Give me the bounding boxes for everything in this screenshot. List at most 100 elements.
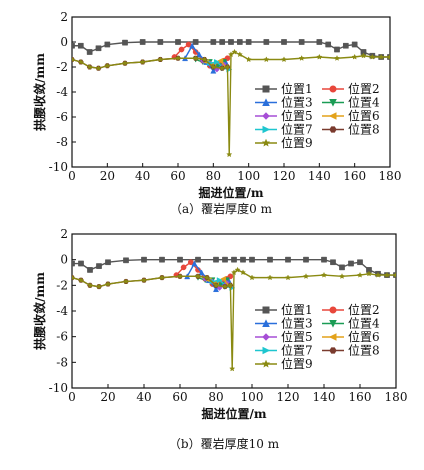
legend-label: 位置4 bbox=[348, 316, 380, 331]
y-tick-label: -4 bbox=[56, 85, 68, 99]
data-point bbox=[230, 269, 238, 276]
legend-marker bbox=[262, 319, 270, 327]
x-axis-label: 掘进位置/m bbox=[198, 185, 263, 200]
data-point bbox=[87, 267, 93, 273]
data-point bbox=[298, 39, 305, 45]
data-point bbox=[245, 39, 252, 45]
data-point bbox=[178, 46, 185, 53]
data-point bbox=[192, 39, 199, 45]
data-point bbox=[224, 63, 231, 70]
data-point bbox=[96, 263, 102, 269]
legend-marker bbox=[329, 126, 337, 133]
legend-marker bbox=[261, 359, 271, 368]
y-tick-label: 0 bbox=[60, 35, 68, 49]
data-point bbox=[210, 67, 217, 74]
data-point bbox=[104, 41, 111, 48]
data-point bbox=[239, 269, 247, 276]
y-tick-label: -10 bbox=[49, 160, 68, 174]
data-point bbox=[316, 53, 323, 60]
data-point bbox=[226, 151, 233, 158]
x-tick-label: 160 bbox=[349, 390, 372, 404]
legend-label: 位置8 bbox=[348, 343, 380, 358]
y-tick-label: -8 bbox=[56, 355, 68, 369]
legend-item: 位置5 bbox=[255, 329, 313, 344]
y-tick-label: 0 bbox=[60, 253, 68, 267]
data-point bbox=[366, 267, 372, 273]
legend-item: 位置9 bbox=[255, 135, 313, 150]
legend-item: 位置8 bbox=[322, 343, 380, 358]
legend-marker bbox=[262, 333, 270, 341]
data-point bbox=[342, 42, 349, 49]
data-point bbox=[175, 39, 181, 45]
data-point bbox=[95, 283, 103, 290]
data-point bbox=[356, 271, 364, 278]
y-tick-label: -6 bbox=[56, 110, 68, 124]
data-point bbox=[365, 270, 373, 277]
data-point bbox=[86, 49, 93, 55]
y-tick-label: -4 bbox=[56, 304, 68, 318]
data-point bbox=[245, 56, 252, 63]
data-point bbox=[95, 64, 102, 71]
legend-item: 位置6 bbox=[322, 108, 380, 123]
x-tick-label: 40 bbox=[135, 169, 150, 183]
data-point bbox=[330, 259, 336, 266]
legend-label: 位置9 bbox=[281, 356, 313, 371]
data-point bbox=[383, 271, 391, 278]
legend-item: 位置7 bbox=[255, 343, 313, 358]
legend-marker bbox=[328, 333, 337, 341]
data-point bbox=[369, 53, 376, 60]
data-point bbox=[339, 264, 345, 271]
legend-label: 位置7 bbox=[281, 122, 313, 137]
legend-item: 位置4 bbox=[322, 316, 380, 331]
data-point bbox=[77, 58, 84, 65]
data-point bbox=[236, 39, 243, 45]
data-point bbox=[78, 260, 84, 267]
data-point bbox=[214, 58, 221, 66]
x-tick-label: 160 bbox=[343, 169, 366, 183]
data-point bbox=[249, 256, 255, 263]
data-point bbox=[351, 53, 358, 60]
data-point bbox=[86, 63, 93, 70]
data-point bbox=[95, 45, 102, 52]
legend-item: 位置5 bbox=[255, 108, 313, 123]
x-tick-label: 0 bbox=[68, 390, 76, 404]
data-point bbox=[280, 56, 288, 63]
data-point bbox=[201, 56, 208, 63]
legend-label: 位置6 bbox=[348, 108, 380, 123]
data-point bbox=[140, 276, 148, 283]
data-point bbox=[196, 51, 203, 58]
y-tick-label: -2 bbox=[56, 60, 68, 74]
panel-caption: （a）覆岩厚度0 m bbox=[170, 201, 273, 216]
x-tick-label: 80 bbox=[206, 169, 221, 183]
x-tick-label: 20 bbox=[100, 390, 115, 404]
series-1 bbox=[72, 256, 396, 278]
x-tick-label: 0 bbox=[68, 169, 76, 183]
data-point bbox=[220, 275, 227, 282]
chart-panel-b: 0 20 40 60 80 100 120 140 160 18020-2-4-6-8-10掘进位… bbox=[32, 227, 407, 451]
data-point bbox=[357, 259, 363, 266]
legend-item: 位置3 bbox=[255, 316, 313, 331]
legend-item: 位置9 bbox=[255, 356, 313, 371]
data-point bbox=[104, 280, 112, 287]
legend-marker bbox=[329, 85, 337, 93]
legend-marker bbox=[262, 125, 271, 134]
legend-marker bbox=[262, 85, 270, 93]
legend-label: 位置3 bbox=[281, 316, 313, 331]
legend-marker bbox=[262, 306, 270, 314]
data-point bbox=[212, 286, 220, 293]
data-point bbox=[392, 271, 396, 278]
data-point bbox=[177, 256, 183, 263]
data-point bbox=[189, 42, 196, 49]
data-point bbox=[285, 256, 291, 263]
series-9 bbox=[72, 48, 390, 158]
legend-marker bbox=[262, 112, 270, 120]
legend-label: 位置6 bbox=[348, 329, 380, 344]
data-point bbox=[72, 56, 76, 63]
data-point bbox=[192, 54, 199, 61]
data-point bbox=[72, 274, 76, 281]
data-point bbox=[194, 273, 202, 279]
data-point bbox=[157, 39, 164, 45]
legend-item: 位置1 bbox=[255, 81, 313, 96]
y-tick-label: -6 bbox=[56, 330, 68, 344]
data-point bbox=[302, 273, 310, 279]
